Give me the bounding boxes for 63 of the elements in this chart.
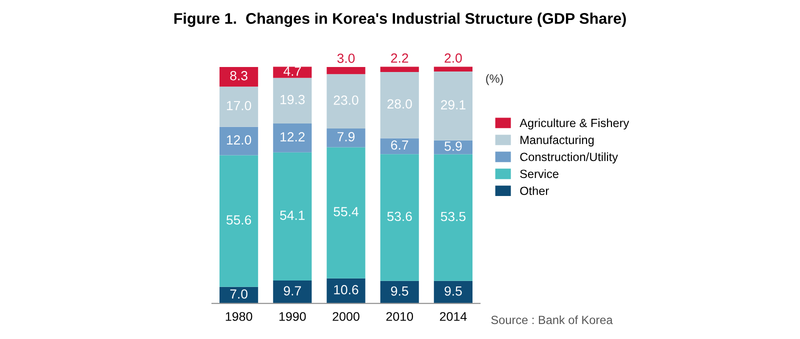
- data-label: 7.0: [230, 289, 248, 299]
- bar: [326, 66, 366, 74]
- bar: [220, 126, 258, 156]
- bar: [434, 66, 472, 72]
- data-label: 4.7: [284, 66, 301, 76]
- bar: [273, 78, 312, 124]
- legend-label: Construction/Utility: [520, 152, 618, 164]
- data-label: 55.6: [226, 215, 252, 225]
- data-label: 28.0: [387, 99, 412, 109]
- x-tick-label: 1980: [226, 312, 252, 321]
- data-label: 10.6: [334, 285, 358, 294]
- bar: [326, 128, 366, 148]
- x-tick-label: 2000: [332, 312, 360, 321]
- x-tick-label: 2014: [440, 312, 467, 321]
- x-tick-label: 2010: [386, 312, 414, 321]
- bar: [434, 71, 472, 140]
- data-label: 53.5: [440, 212, 466, 222]
- data-label: 9.7: [284, 286, 301, 296]
- bar: [273, 280, 312, 304]
- legend-label: Manufacturing: [520, 135, 594, 146]
- bar: [380, 280, 419, 304]
- bar: [220, 286, 258, 304]
- data-label: 9.5: [391, 286, 408, 296]
- bar: [220, 66, 258, 87]
- bar: [380, 138, 419, 154]
- data-label: 7.9: [338, 132, 355, 142]
- legend-label: Service: [520, 169, 558, 178]
- source-note: Source : Bank of Korea: [491, 315, 613, 324]
- bar: [326, 74, 366, 129]
- bar: [380, 66, 419, 72]
- data-label: 19.3: [280, 94, 305, 104]
- bar: [380, 154, 419, 281]
- data-label: 2.0: [444, 53, 462, 63]
- data-label: 17.0: [226, 100, 252, 110]
- data-label: 12.2: [280, 132, 305, 142]
- bar: [326, 147, 366, 278]
- x-tick-label: 1990: [279, 312, 306, 321]
- bar: [273, 124, 312, 152]
- data-label: 23.0: [334, 95, 358, 105]
- data-label: 9.5: [444, 286, 462, 296]
- data-label: 6.7: [391, 140, 408, 150]
- data-label: 29.1: [441, 100, 466, 110]
- legend-label: Agriculture & Fishery: [520, 118, 630, 130]
- legend-label: Other: [520, 186, 549, 196]
- bar: [434, 140, 472, 154]
- chart-title: Figure 1. Changes in Korea's Industrial Structure (GDP Share): [174, 12, 626, 27]
- bar: [273, 66, 312, 78]
- data-label: 12.0: [226, 135, 252, 145]
- bar: [434, 154, 472, 281]
- bar: [434, 280, 472, 304]
- data-label: 5.9: [444, 142, 462, 151]
- data-label: 54.1: [280, 210, 305, 220]
- data-label: 3.0: [337, 54, 355, 63]
- data-label: 55.4: [334, 207, 358, 216]
- bar: [273, 152, 312, 280]
- bar: [380, 72, 419, 138]
- data-label: 2.2: [391, 53, 408, 63]
- data-label: 8.3: [230, 71, 248, 80]
- bar: [220, 155, 258, 287]
- bar: [220, 86, 258, 127]
- text: (%): [486, 74, 503, 86]
- bar: [326, 278, 366, 304]
- data-label: 53.6: [387, 212, 412, 222]
